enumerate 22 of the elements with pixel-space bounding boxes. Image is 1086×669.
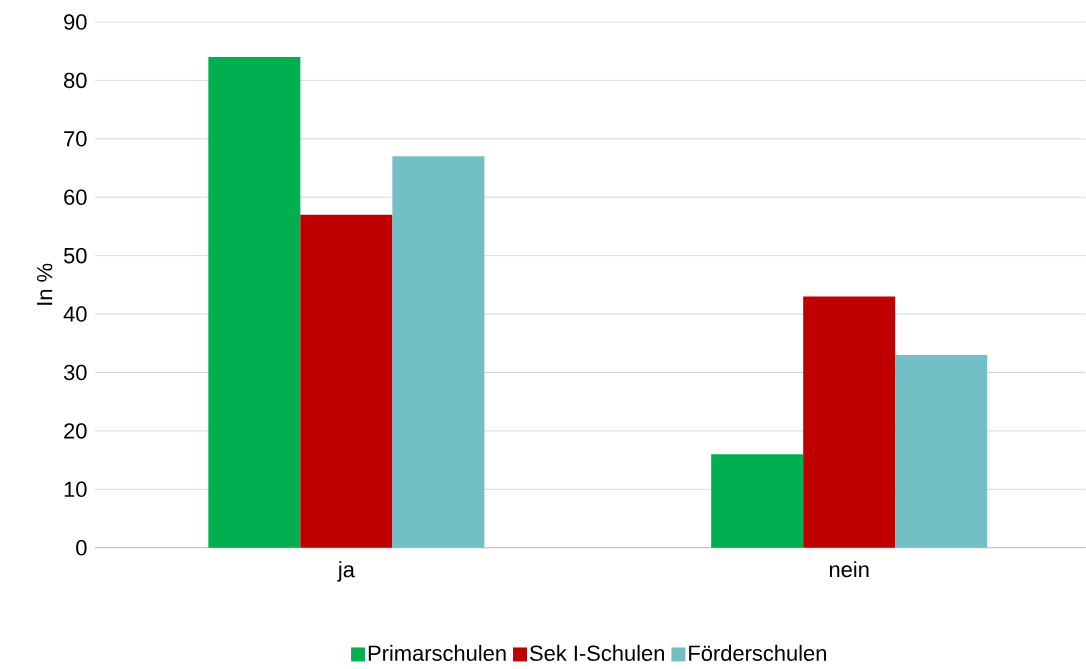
bar (895, 355, 988, 548)
y-tick-label: 40 (63, 306, 87, 322)
y-tick-label: 10 (64, 481, 87, 498)
legend-label: Primarschulen (368, 645, 506, 662)
bar (208, 57, 301, 548)
bar (392, 156, 485, 548)
y-axis-title: In % (36, 263, 53, 305)
legend-label: Sek I-Schulen (530, 645, 664, 662)
y-tick-label: 0 (76, 540, 87, 556)
y-tick-label: 70 (64, 131, 87, 147)
bar (711, 454, 804, 548)
y-tick-label: 80 (64, 72, 87, 89)
y-tick-label: 20 (64, 423, 87, 439)
bar (300, 214, 393, 548)
y-tick-label: 30 (63, 364, 87, 381)
y-tick-label: 60 (64, 189, 87, 206)
bar (803, 296, 896, 548)
x-tick-label: nein (829, 561, 869, 578)
x-tick-label: ja (337, 561, 355, 582)
legend-label: Förderschulen (689, 645, 826, 662)
y-tick-label: 90 (64, 14, 87, 30)
y-tick-label: 50 (63, 248, 87, 264)
